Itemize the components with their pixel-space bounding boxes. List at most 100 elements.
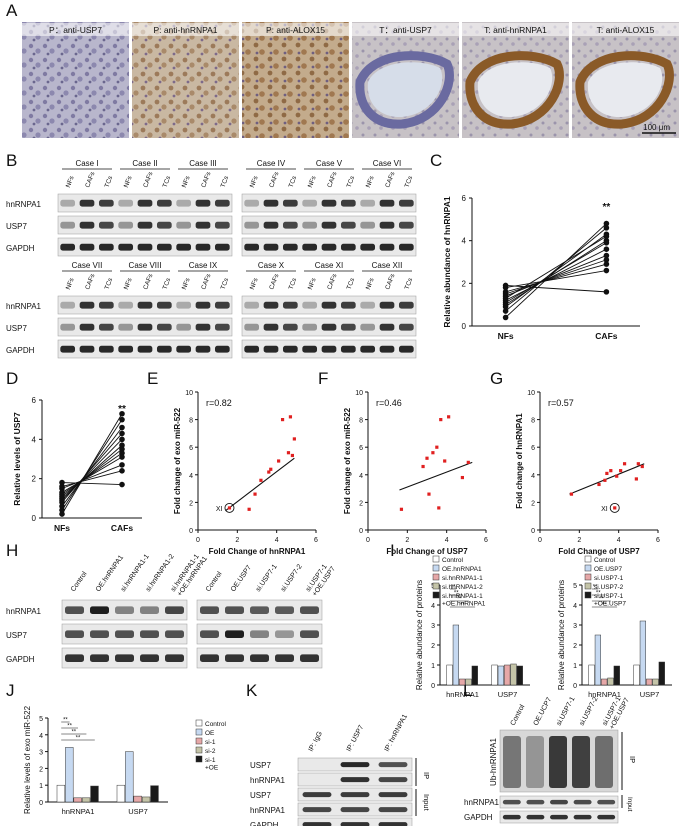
- group-label-ip: IP: [628, 756, 637, 763]
- pair-line: [61, 482, 123, 486]
- blot-gapdh-band: [360, 243, 376, 251]
- blot-usp7-band: [60, 323, 76, 331]
- lane-label: OE.USP7: [230, 564, 253, 593]
- blot-gapdh-band: [176, 345, 192, 353]
- blot-hnrnpa1-band: [340, 301, 356, 309]
- legend-label: OE.USP7: [594, 566, 623, 573]
- row-label-gapdh: GAPDH: [464, 813, 493, 822]
- x-tick-label: 0: [538, 537, 542, 544]
- blot-hnrnpa1-band: [340, 807, 370, 813]
- data-point: [603, 220, 610, 227]
- y-tick-label: 1: [39, 783, 43, 790]
- case-label: Case IV: [257, 159, 286, 168]
- pair-line: [505, 227, 607, 312]
- case-label: Case II: [132, 159, 157, 168]
- pair-line: [505, 233, 607, 308]
- legend-label: si.hnRNPA1-1: [442, 575, 483, 582]
- bar: [594, 634, 601, 686]
- y-tick-label: 3: [39, 750, 43, 757]
- y-tick-label: 4: [462, 237, 467, 246]
- blot-gapdh-band: [300, 654, 319, 662]
- chart-e: 0 2 4 6 8 10 0 2 4 6 Fold Change of hnRNPA1 Fold ch…: [173, 390, 318, 556]
- blot-usp7-band: [195, 221, 211, 229]
- blot-hnrnpa1-band: [98, 301, 114, 309]
- lane-label: TCs: [404, 174, 415, 188]
- blot-gapdh-band: [79, 345, 95, 353]
- blot-hnrnpa1-band: [115, 606, 134, 614]
- data-point: [119, 450, 125, 456]
- data-point: [603, 289, 610, 295]
- panel-letters: A B C D E F G H I J K L: [6, 1, 503, 700]
- lane-label: NFs: [123, 174, 134, 188]
- data-point: [269, 467, 273, 471]
- x-tick-label: hnRNPA1: [588, 690, 621, 699]
- bar: [141, 796, 151, 803]
- blot-usp7-band: [156, 221, 172, 229]
- pair-line: [61, 452, 123, 495]
- lane-label: CAFs: [200, 170, 212, 188]
- legend-swatch: [195, 755, 203, 763]
- blot-usp7-band: [263, 221, 279, 229]
- blot-hnrnpa1-band: [214, 301, 230, 309]
- blot-gapdh-band: [378, 822, 408, 826]
- case-label: Case XI: [315, 261, 343, 270]
- blot-gapdh-band: [360, 345, 376, 353]
- blot-hnrnpa1-band: [275, 606, 294, 614]
- blot-usp7-band: [79, 221, 95, 229]
- legend-label: si-2: [205, 748, 216, 755]
- data-point: [435, 445, 439, 449]
- tile-label: T: anti-hnRNPA1: [484, 25, 547, 35]
- data-point: [267, 470, 271, 474]
- y-tick-label: 6: [359, 445, 363, 452]
- x-tick-label: 0: [366, 537, 370, 544]
- bar: [65, 747, 74, 803]
- panel-letter-c: C: [430, 151, 442, 170]
- pair-line: [505, 236, 607, 299]
- y-axis-label: Relative abundance of proteins: [557, 580, 566, 690]
- case-label: Case XII: [372, 261, 403, 270]
- data-point: [603, 257, 610, 263]
- bar: [652, 678, 659, 686]
- legend-swatch: [195, 746, 203, 754]
- y-tick-label: 4: [573, 603, 577, 610]
- row-label-usp7: USP7: [250, 791, 271, 800]
- pair-line: [505, 263, 607, 293]
- blot-hnrnpa1-band: [118, 199, 134, 207]
- lane-label: CAFs: [384, 272, 396, 290]
- data-point: [119, 442, 125, 449]
- bar: [607, 677, 614, 686]
- lane-label: Control: [70, 570, 89, 593]
- ub-smear: [572, 736, 590, 788]
- blot-usp7-band: [225, 630, 244, 638]
- legend-swatch: [584, 555, 592, 563]
- blot-hnrnpa1-band: [300, 606, 319, 614]
- blot-hnrnpa1-band: [137, 301, 153, 309]
- blot-hnrnpa1-band: [302, 807, 332, 813]
- significance-marker: **: [602, 603, 607, 609]
- data-point: [569, 492, 574, 496]
- lane-label: TCs: [346, 276, 357, 290]
- bar: [639, 620, 646, 686]
- row-label-gapdh: GAPDH: [6, 244, 35, 253]
- blot-gapdh-band: [321, 243, 337, 251]
- blot-gapdh-band: [165, 654, 184, 662]
- data-point: [603, 261, 610, 267]
- bar: [588, 664, 595, 686]
- panel-letter-d: D: [6, 369, 18, 388]
- row-label-usp7: USP7: [250, 761, 271, 770]
- text-line: si.hnRNPA1-1: [442, 593, 483, 600]
- legend-swatch: [584, 573, 592, 581]
- blot-gapdh-band: [214, 345, 230, 353]
- blot-hnrnpa1-band: [140, 606, 159, 614]
- blot-usp7-band: [321, 221, 337, 229]
- legend-label: si.USP7-1: [594, 575, 624, 582]
- data-point: [119, 481, 125, 488]
- blot-usp7-band: [115, 630, 134, 638]
- data-point: [603, 252, 610, 259]
- y-tick-label: 0: [573, 683, 577, 690]
- legend-label: si.USP7-2: [594, 584, 624, 591]
- x-tick-label: 0: [196, 537, 200, 544]
- ihc-image: [22, 22, 129, 138]
- blot-hnrnpa1-band: [60, 301, 76, 309]
